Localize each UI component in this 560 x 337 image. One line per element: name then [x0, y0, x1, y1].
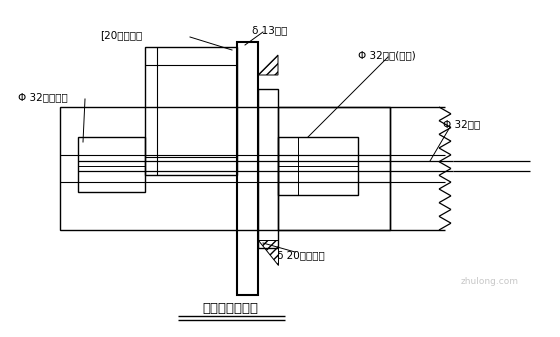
Text: 拉杆位置大样图: 拉杆位置大样图 — [202, 303, 258, 315]
Bar — [60, 107, 390, 230]
Bar — [278, 137, 358, 195]
Text: Φ 32螺母(加长): Φ 32螺母(加长) — [358, 50, 416, 60]
Bar — [258, 89, 278, 248]
Bar — [78, 137, 145, 192]
Text: Φ 32粗制螺母: Φ 32粗制螺母 — [18, 92, 68, 102]
Text: Φ 32拉杆: Φ 32拉杆 — [443, 119, 480, 129]
Text: zhulong.com: zhulong.com — [461, 277, 519, 286]
Text: δ 20加强钉板: δ 20加强钉板 — [277, 250, 325, 260]
Text: δ 13模面: δ 13模面 — [252, 25, 287, 35]
Polygon shape — [258, 240, 278, 265]
Bar — [237, 42, 258, 295]
Bar — [278, 107, 390, 230]
Bar — [145, 47, 237, 175]
Text: [20加强槽钢: [20加强槽钢 — [100, 30, 142, 40]
Polygon shape — [258, 55, 278, 75]
